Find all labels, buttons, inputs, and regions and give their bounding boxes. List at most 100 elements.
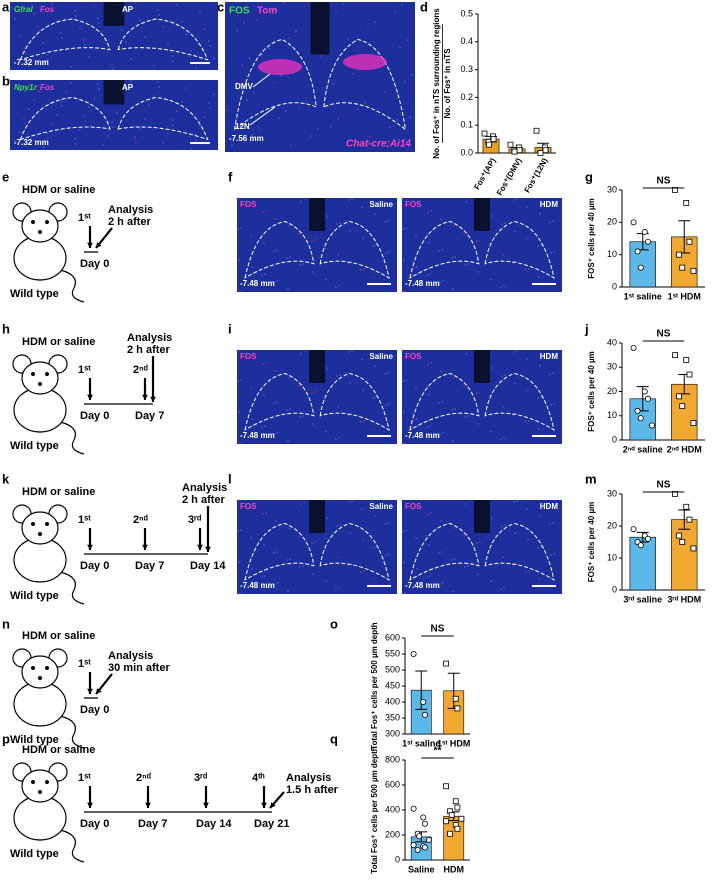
cell-speck — [417, 355, 419, 357]
cell-speck — [501, 223, 503, 225]
cell-speck — [502, 406, 504, 408]
cell-speck — [213, 93, 215, 95]
cell-speck — [539, 213, 541, 215]
cell-speck — [167, 133, 169, 135]
arrow-head — [150, 396, 156, 402]
cell-speck — [385, 252, 387, 254]
mouse-tail — [59, 829, 85, 863]
cell-speck — [405, 379, 407, 381]
cell-speck — [347, 262, 349, 264]
cell-speck — [298, 233, 300, 235]
cell-speck — [337, 254, 339, 256]
y-tick-label: 0 — [612, 434, 617, 444]
cell-speck — [550, 252, 552, 254]
cell-speck — [360, 421, 362, 423]
y-axis-label: FOS⁺ cells per 40 µm — [587, 351, 596, 431]
cell-speck — [409, 116, 411, 118]
data-point — [676, 393, 682, 400]
panel-label: i — [228, 321, 232, 336]
cell-speck — [111, 63, 113, 65]
cell-speck — [427, 363, 429, 365]
tom-cluster — [343, 54, 387, 70]
region-label: AP — [122, 5, 134, 14]
cell-speck — [362, 237, 364, 239]
cell-speck — [372, 245, 374, 247]
cell-speck — [157, 9, 159, 11]
mouse-head — [21, 511, 59, 545]
cell-speck — [360, 571, 362, 573]
panel-label: b — [2, 73, 10, 88]
cell-speck — [185, 33, 187, 35]
cell-speck — [438, 402, 440, 404]
data-point — [686, 371, 693, 378]
cell-speck — [261, 274, 263, 276]
cell-speck — [79, 27, 81, 29]
cell-speck — [79, 129, 81, 131]
data-point — [641, 388, 648, 395]
cell-speck — [362, 143, 364, 145]
gene-label: Npy1r — [14, 83, 38, 92]
region-outline — [244, 220, 315, 279]
cell-speck — [98, 22, 100, 24]
mouse-tail — [59, 715, 85, 749]
cell-speck — [464, 566, 466, 568]
cell-speck — [374, 365, 376, 367]
cell-speck — [384, 221, 386, 223]
cell-speck — [46, 54, 48, 56]
cell-speck — [9, 79, 11, 81]
cell-speck — [387, 522, 389, 524]
data-point — [454, 804, 461, 811]
treatment: HDM or saline — [22, 486, 95, 498]
dose: 1ˢᵗ — [78, 364, 91, 376]
analysis: Analysis — [286, 772, 331, 784]
data-point — [443, 660, 450, 667]
coordinate: -7.32 mm — [14, 58, 49, 67]
data-point — [637, 542, 644, 549]
y-tick-label: 800 — [385, 754, 400, 764]
cell-speck — [213, 57, 215, 59]
cell-speck — [251, 418, 253, 420]
cell-speck — [298, 535, 300, 537]
cell-speck — [490, 580, 492, 582]
cell-speck — [253, 92, 255, 94]
cell-speck — [363, 268, 365, 270]
stain-label: FOS — [229, 6, 250, 17]
data-point — [410, 842, 417, 849]
cell-speck — [195, 67, 197, 69]
data-point — [421, 844, 428, 851]
arrow-head — [87, 242, 93, 248]
micrograph-panel: FOS HDM -7.48 mm — [401, 349, 562, 444]
chart: 0 10 20 30 FOS⁺ cells per 40 µm 1ˢᵗ saline 1ˢᵗ… — [587, 176, 705, 301]
cell-speck — [287, 590, 289, 592]
cell-speck — [552, 522, 554, 524]
cell-speck — [427, 513, 429, 515]
arrow-head — [96, 242, 102, 248]
cell-speck — [476, 542, 478, 544]
cell-speck — [352, 73, 354, 75]
cell-speck — [231, 144, 233, 146]
cell-speck — [438, 250, 440, 252]
cell-speck — [277, 280, 279, 282]
cell-speck — [83, 115, 85, 117]
cell-speck — [251, 134, 253, 136]
dark-band — [103, 2, 125, 26]
cell-speck — [489, 247, 491, 249]
data-point — [683, 200, 690, 206]
cell-speck — [276, 551, 278, 553]
cell-speck — [476, 240, 478, 242]
panel-label: n — [2, 616, 10, 631]
cell-speck — [236, 197, 238, 199]
cell-speck — [375, 244, 377, 246]
y-tick-label: 0 — [612, 281, 617, 291]
arrow-head — [142, 394, 148, 400]
cell-speck — [185, 87, 187, 89]
cell-speck — [335, 588, 337, 590]
cell-speck — [289, 408, 291, 410]
panel-label: g — [585, 169, 593, 184]
significance: NS — [657, 480, 671, 491]
cell-speck — [134, 2, 136, 4]
cell-speck — [528, 420, 530, 422]
cell-speck — [84, 120, 86, 122]
cell-speck — [512, 262, 514, 264]
cell-speck — [273, 250, 275, 252]
